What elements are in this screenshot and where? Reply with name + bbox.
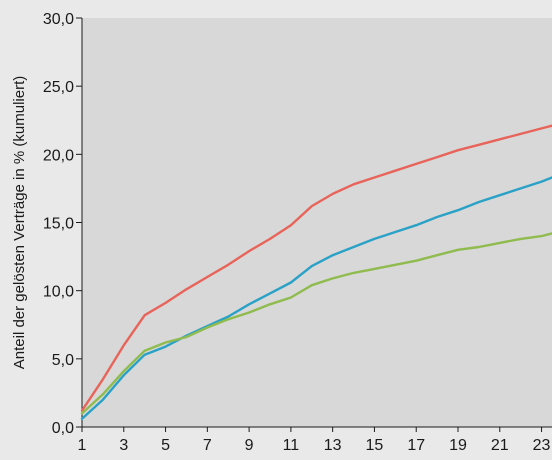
series-line-3 xyxy=(80,232,552,415)
x-tick-label: 21 xyxy=(491,437,509,454)
x-tick-label: 9 xyxy=(245,437,254,454)
x-tick-label: 15 xyxy=(366,437,384,454)
y-tick-label: 30,0 xyxy=(43,11,74,28)
plot-area xyxy=(82,18,552,427)
x-tick-label: 19 xyxy=(449,437,467,454)
y-axis-label: Anteil der gelösten Verträge in % (kumul… xyxy=(11,76,28,369)
series-line-2 xyxy=(80,176,552,420)
x-tick-label: 23 xyxy=(533,437,551,454)
y-tick-label: 0,0 xyxy=(52,420,74,437)
y-axis-ticks: 0,0 5,0 10,0 15,0 20,0 25,0 30,0 xyxy=(43,11,82,437)
y-tick-label: 20,0 xyxy=(43,147,74,164)
x-tick-label: 7 xyxy=(203,437,212,454)
x-tick-label: 13 xyxy=(324,437,342,454)
series-line-1 xyxy=(80,124,552,412)
y-tick-label: 5,0 xyxy=(52,352,74,369)
x-tick-label: 17 xyxy=(407,437,425,454)
x-axis-ticks: 1 3 5 7 9 11 13 15 17 19 21 23 xyxy=(78,427,551,454)
x-tick-label: 3 xyxy=(119,437,128,454)
series-lines xyxy=(80,124,552,420)
x-tick-label: 5 xyxy=(161,437,170,454)
y-tick-label: 10,0 xyxy=(43,284,74,301)
x-tick-label: 1 xyxy=(78,437,87,454)
y-tick-label: 25,0 xyxy=(43,79,74,96)
x-tick-label: 11 xyxy=(283,437,300,454)
y-tick-label: 15,0 xyxy=(43,216,74,233)
